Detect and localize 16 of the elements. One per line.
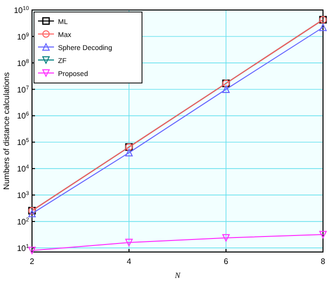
x-tick-label: 8 xyxy=(320,257,326,266)
y-tick-label: 10$^{8}$ xyxy=(16,58,29,68)
y-tick-label: 10$^{9}$ xyxy=(16,32,29,42)
y-tick-label: 10$^{7}$ xyxy=(16,85,29,94)
y-axis-title: Numbers of distance calculations xyxy=(2,72,11,190)
y-tick-label: 10$^{6}$ xyxy=(16,112,29,121)
x-axis-title: N xyxy=(174,271,181,280)
y-tick-label: 10$^{4}$ xyxy=(16,164,29,174)
y-tick-label: 10$^{10}$ xyxy=(14,6,29,15)
x-tick-label: 2 xyxy=(30,257,35,266)
y-tick-label: 10$^{5}$ xyxy=(16,138,29,148)
x-tick-label: 4 xyxy=(126,257,132,266)
y-tick-label: 10$^{3}$ xyxy=(16,191,29,200)
y-tick-label: 10$^{2}$ xyxy=(16,217,29,226)
y-tick-label: 10$^{1}$ xyxy=(16,244,29,253)
x-tick-label: 6 xyxy=(224,257,229,266)
